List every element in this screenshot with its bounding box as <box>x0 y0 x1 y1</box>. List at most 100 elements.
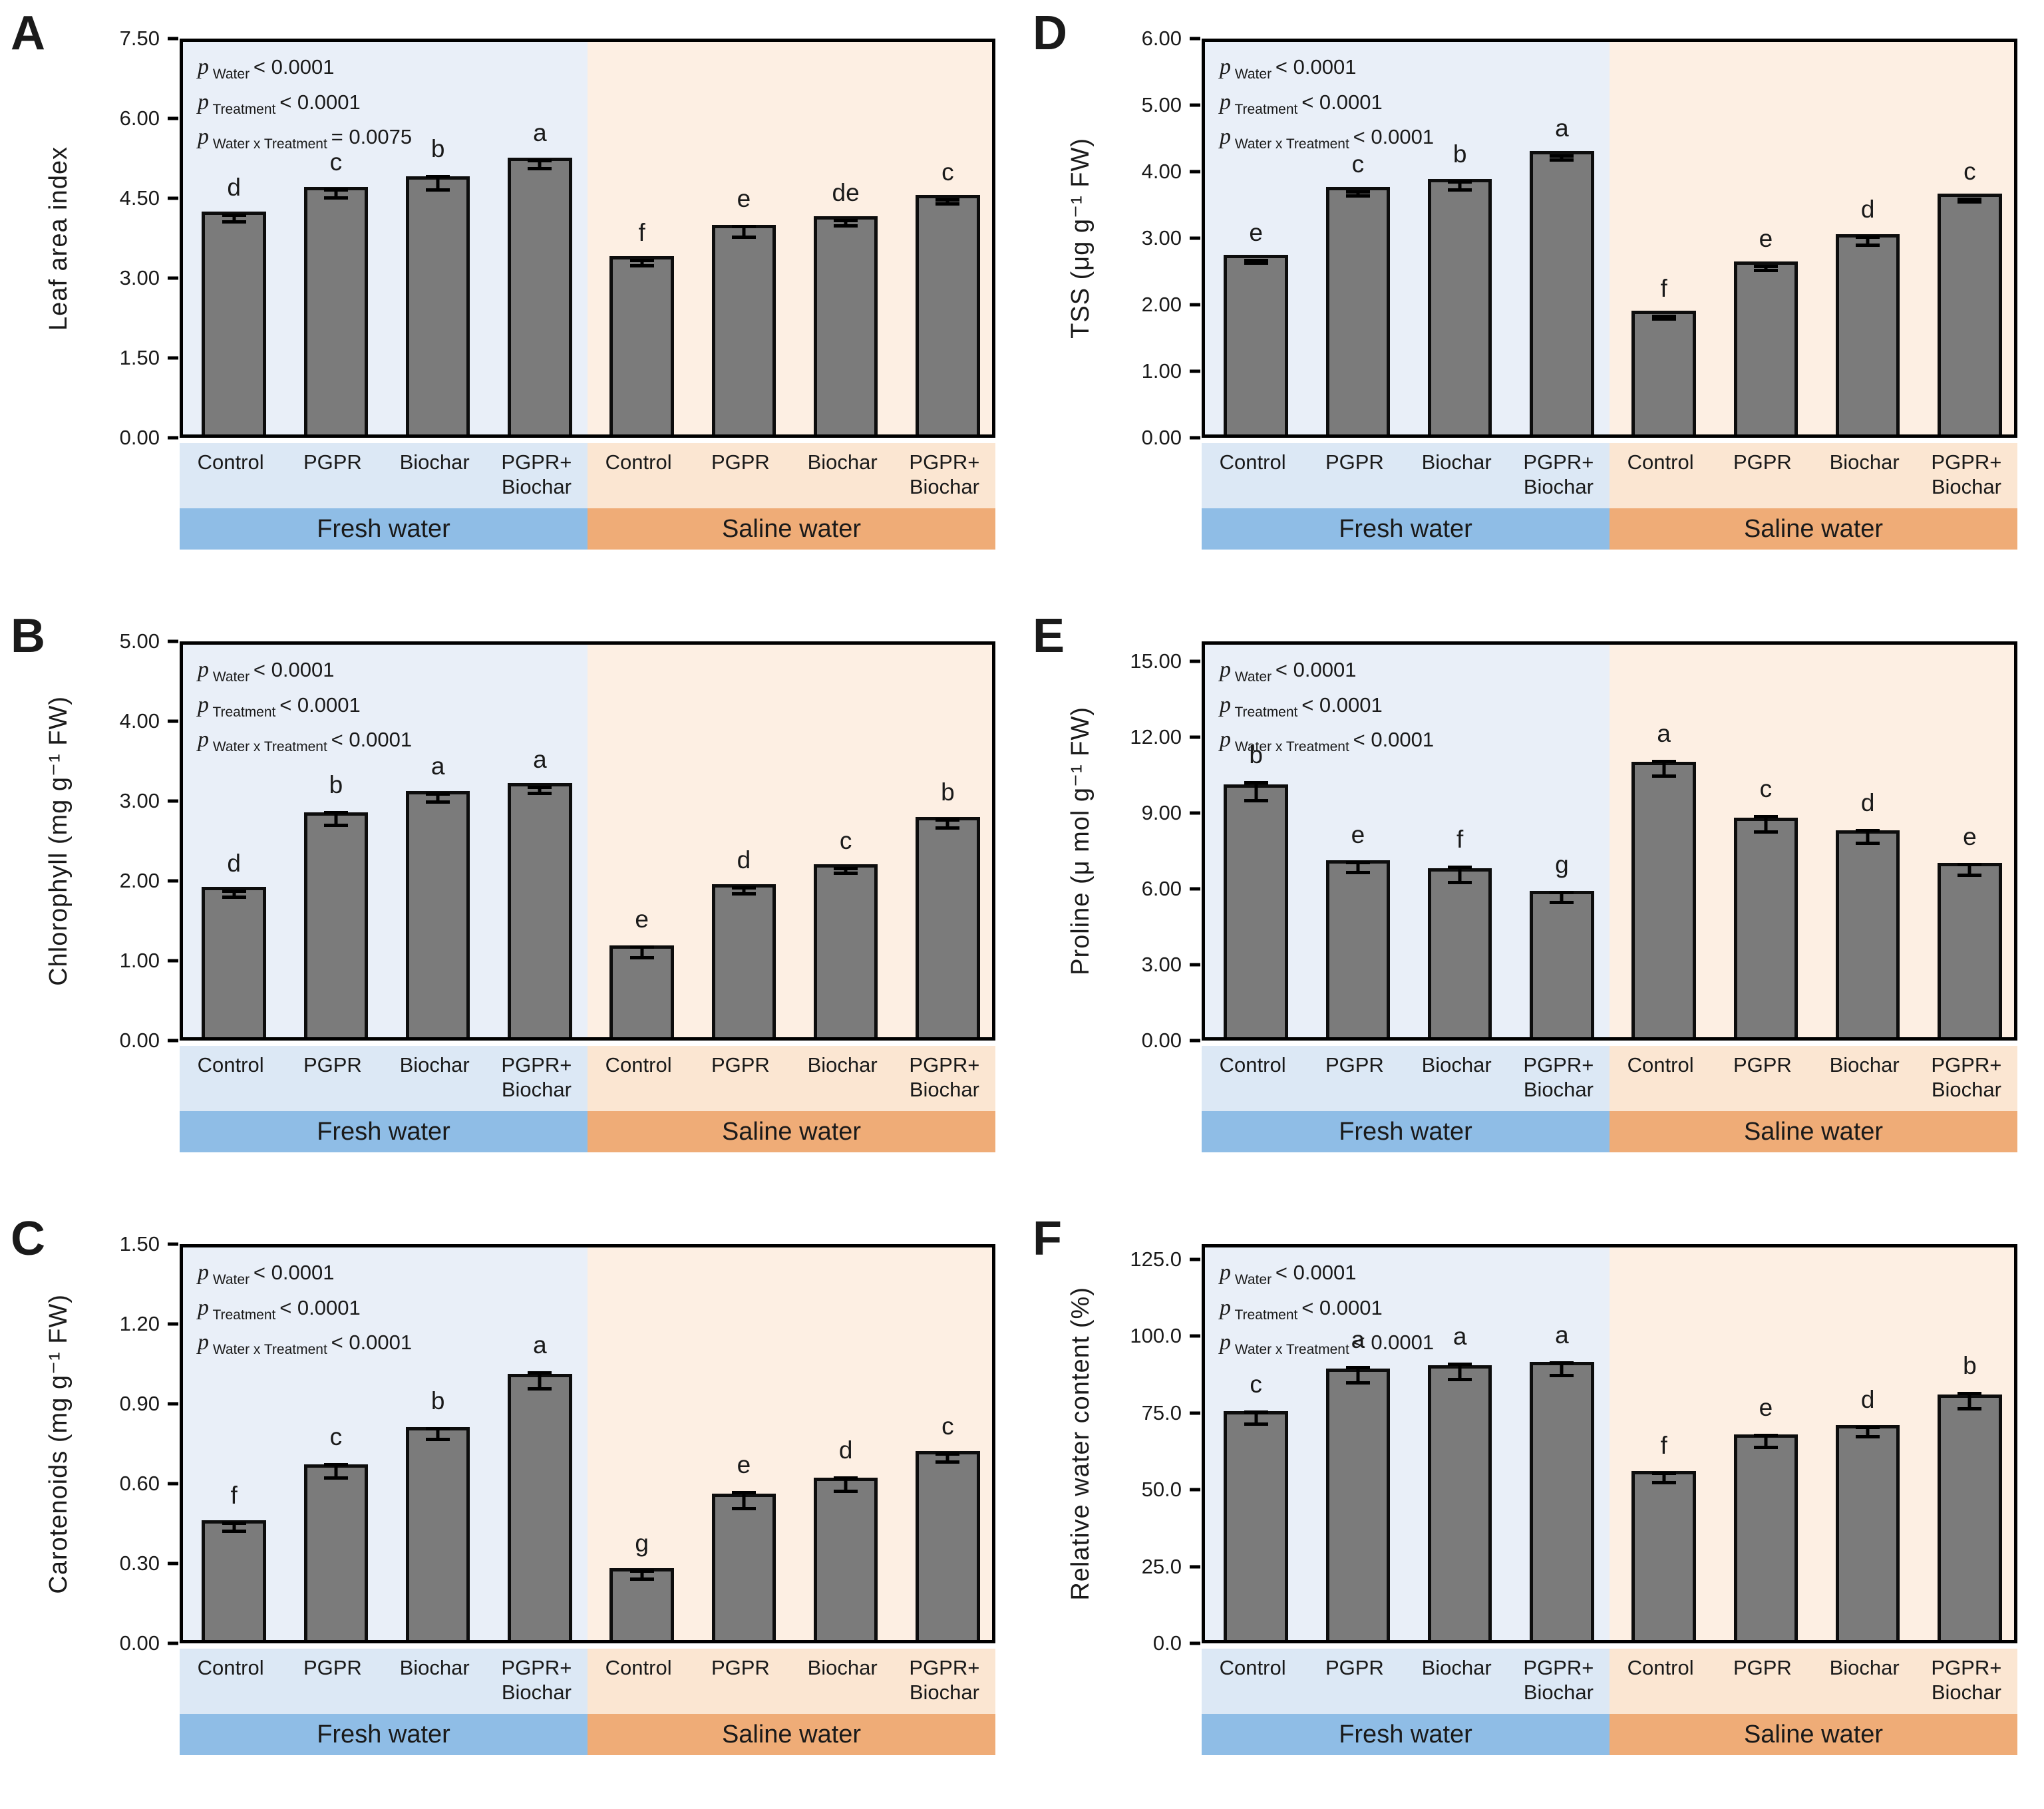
error-bar <box>844 220 848 226</box>
plot-area: p Water < 0.0001 p Treatment < 0.0001 p Wa… <box>180 641 995 1041</box>
error-bar <box>232 1523 236 1531</box>
y-axis-tick-label: 5.00 <box>1141 93 1182 116</box>
error-bar-cap <box>1856 244 1880 247</box>
error-bar <box>945 819 949 828</box>
treatment-label: Control <box>1627 1656 1694 1679</box>
y-axis-tick-label: 0.00 <box>119 1631 160 1655</box>
error-bar <box>334 1464 338 1478</box>
treatment-label: PGPR <box>1733 450 1792 474</box>
treatment-label: PGPR <box>1325 1656 1384 1679</box>
y-axis-tick-mark <box>168 1039 178 1043</box>
bar-pgpr <box>1325 860 1391 1037</box>
treatment-label: PGPR+ Biochar <box>1931 1053 2002 1102</box>
plot-area: p Water < 0.0001 p Treatment < 0.0001 p Wa… <box>1202 39 2017 438</box>
error-bar <box>1967 1393 1971 1409</box>
error-bar-cap <box>1550 158 1574 162</box>
p-value-annotations: p Water < 0.0001 p Treatment < 0.0001 p Wa… <box>1220 1255 1434 1361</box>
water-group-bands: Fresh water Saline water <box>180 1111 995 1152</box>
error-bar <box>640 260 644 265</box>
y-axis-tick-label: 0.30 <box>119 1552 160 1575</box>
treatment-label: PGPR+ Biochar <box>1931 1656 2002 1705</box>
saline-water-band: Saline water <box>588 1111 995 1152</box>
bar-pgpr-plus-biochar <box>1938 862 2002 1037</box>
error-bar-cap <box>1958 200 1982 204</box>
p-value-line: p Water < 0.0001 <box>1220 55 1357 82</box>
error-bar-cap <box>1958 863 1982 867</box>
y-axis-title-wrap: Leaf area index <box>39 39 79 438</box>
error-bar <box>436 176 440 190</box>
error-bar-cap <box>528 1371 552 1375</box>
treatment-label: PGPR+ Biochar <box>1523 1053 1594 1102</box>
error-bar-cap <box>834 1490 858 1493</box>
treatment-label: PGPR <box>303 1656 362 1679</box>
error-bar-cap <box>1753 265 1778 268</box>
y-axis-tick-mark <box>1190 1334 1200 1338</box>
treatment-label: PGPR+ Biochar <box>1523 450 1594 499</box>
water-group-bands: Fresh water Saline water <box>1202 1111 2017 1152</box>
panel-letter: F <box>1033 1212 1062 1265</box>
error-bar-cap <box>1244 259 1268 262</box>
error-bar <box>1866 1427 1870 1436</box>
treatment-label: PGPR <box>1733 1656 1792 1679</box>
y-axis-tick-label: 2.00 <box>119 869 160 892</box>
error-bar-cap <box>426 792 450 796</box>
error-bar-cap <box>629 1577 654 1581</box>
water-group-bands: Fresh water Saline water <box>1202 508 2017 550</box>
error-bar <box>1560 1363 1564 1375</box>
significance-letter: b <box>329 771 343 798</box>
error-bar-cap <box>426 1427 450 1430</box>
significance-letter: f <box>230 1482 238 1509</box>
saline-water-band: Saline water <box>1610 1111 2017 1152</box>
y-axis-tick-label: 2.00 <box>1141 293 1182 316</box>
error-bar <box>1662 1473 1666 1483</box>
error-bar <box>538 1373 542 1389</box>
error-bar <box>1254 1411 1258 1424</box>
y-axis-title-wrap: Chlorophyll (mg g⁻¹ FW) <box>39 641 79 1041</box>
treatment-label: PGPR+ Biochar <box>501 450 572 499</box>
y-axis-tick-label: 1.50 <box>119 346 160 369</box>
y-axis-tick-label: 7.50 <box>119 27 160 50</box>
error-bar-cap <box>936 1460 960 1464</box>
error-bar <box>640 946 644 958</box>
error-bar-cap <box>1550 901 1574 905</box>
y-axis-tick-mark <box>1190 735 1200 739</box>
error-bar-cap <box>834 867 858 870</box>
error-bar-cap <box>1448 180 1472 184</box>
treatment-label: Control <box>197 1053 264 1076</box>
error-bar-cap <box>426 188 450 192</box>
error-bar-cap <box>222 1530 246 1533</box>
error-bar-cap <box>1651 774 1676 778</box>
saline-water-label: Saline water <box>1743 1117 1884 1146</box>
significance-letter: e <box>737 184 751 212</box>
fresh-water-label: Fresh water <box>317 1720 450 1748</box>
error-bar-cap <box>1550 154 1574 158</box>
treatment-label: Control <box>1627 1053 1694 1076</box>
saline-water-label: Saline water <box>1743 514 1884 543</box>
y-axis-tick-mark <box>168 356 178 360</box>
y-axis-tick-label: 0.00 <box>119 426 160 449</box>
saline-water-label: Saline water <box>721 1117 862 1146</box>
y-axis-tick-mark <box>1190 436 1200 440</box>
y-axis-tick-mark <box>1190 103 1200 107</box>
panel-letter: A <box>11 7 45 60</box>
error-bar-cap <box>1753 830 1778 834</box>
panel-letter: B <box>11 609 45 663</box>
y-axis-title: Carotenoids (mg g⁻¹ FW) <box>45 1293 73 1594</box>
bar-pgpr <box>1733 817 1798 1037</box>
bar-pgpr-plus-biochar <box>1530 1362 1594 1640</box>
treatment-label: Biochar <box>1421 1053 1492 1076</box>
error-bar-cap <box>1753 1433 1778 1437</box>
fresh-water-band: Fresh water <box>180 1111 588 1152</box>
y-axis-tick-mark <box>168 276 178 280</box>
error-bar-cap <box>1958 1407 1982 1411</box>
error-bar-cap <box>222 1522 246 1525</box>
error-bar-cap <box>629 264 654 267</box>
significance-letter: b <box>1452 140 1467 168</box>
fresh-water-label: Fresh water <box>1339 514 1472 543</box>
bar-control <box>202 887 266 1037</box>
y-axis-tick-label: 0.60 <box>119 1472 160 1495</box>
significance-letter: c <box>839 827 852 854</box>
error-bar-cap <box>323 1463 348 1466</box>
significance-letter: a <box>1657 719 1671 747</box>
y-axis-tick-mark <box>1190 887 1200 891</box>
